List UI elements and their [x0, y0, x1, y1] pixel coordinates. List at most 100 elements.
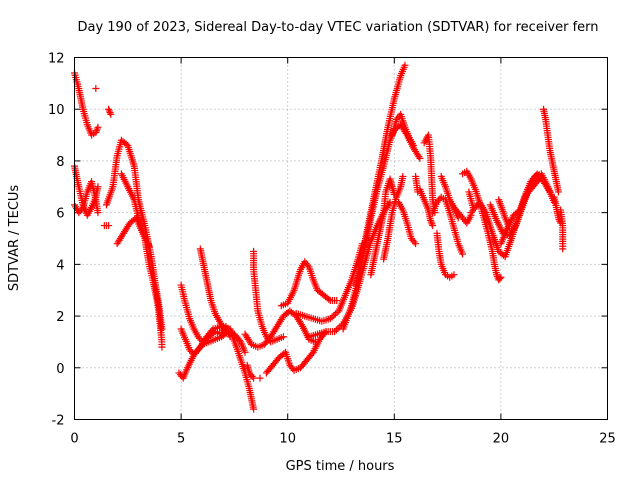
- x-tick-label: 0: [70, 432, 78, 447]
- series-track-30: [412, 172, 422, 196]
- data-point: [220, 325, 228, 333]
- data-point: [78, 205, 86, 213]
- y-tick-label: 10: [48, 103, 65, 118]
- data-point: [250, 405, 258, 413]
- data-point: [409, 141, 417, 149]
- data-point: [107, 110, 115, 118]
- data-point: [559, 245, 567, 253]
- grid: [74, 57, 608, 420]
- series-track-17: [256, 374, 264, 382]
- series-track-28: [416, 185, 437, 230]
- data-point: [105, 105, 113, 113]
- y-tick-label: 4: [56, 258, 64, 273]
- data-point: [93, 127, 101, 135]
- data-point: [93, 125, 101, 133]
- data-point: [415, 153, 423, 161]
- series-track-9: [92, 85, 100, 93]
- data-point: [248, 372, 256, 380]
- data-point: [325, 295, 333, 303]
- series-track-40: [540, 105, 562, 196]
- data-point: [94, 183, 102, 191]
- x-tick-label: 15: [386, 432, 403, 447]
- data-point: [459, 250, 467, 258]
- data-point: [158, 343, 166, 351]
- data-point: [145, 242, 153, 250]
- data-point: [106, 109, 114, 117]
- series-track-20: [292, 240, 366, 325]
- data-point: [241, 348, 249, 356]
- series-track-41: [550, 193, 565, 227]
- data-point: [416, 154, 424, 162]
- data-point: [331, 310, 339, 318]
- plot-frame: [74, 57, 608, 420]
- series-track-24: [367, 175, 398, 279]
- x-axis-label: GPS time / hours: [286, 459, 395, 474]
- x-tick-label: 5: [177, 432, 185, 447]
- data-point: [497, 273, 505, 281]
- data-point: [328, 313, 336, 321]
- data-point: [92, 128, 100, 136]
- data-point: [144, 239, 152, 247]
- data-point: [401, 61, 409, 69]
- data-point: [250, 374, 258, 382]
- data-point: [92, 85, 100, 93]
- x-tick-label: 20: [493, 432, 510, 447]
- data-point: [505, 224, 513, 232]
- data-point: [298, 321, 306, 329]
- data-point: [412, 240, 420, 248]
- series-track-32: [433, 229, 458, 281]
- data-point: [554, 188, 562, 196]
- y-tick-label: 6: [56, 207, 64, 222]
- data-points: [71, 61, 567, 413]
- data-point: [469, 203, 477, 211]
- series-track-14: [250, 247, 287, 346]
- x-tick-label: 10: [279, 432, 296, 447]
- data-point: [256, 374, 264, 382]
- data-point: [429, 222, 437, 230]
- data-point: [511, 223, 519, 231]
- series-track-27: [395, 198, 420, 248]
- data-point: [493, 271, 501, 279]
- data-point: [330, 312, 338, 320]
- data-point: [333, 297, 341, 305]
- data-point: [144, 241, 152, 249]
- series-track-39: [495, 196, 513, 232]
- data-point: [143, 237, 151, 245]
- data-point: [158, 325, 166, 333]
- data-point: [331, 328, 339, 336]
- data-point: [428, 220, 436, 228]
- y-tick-label: 8: [56, 155, 64, 170]
- data-point: [410, 238, 418, 246]
- data-point: [279, 333, 287, 341]
- data-point: [450, 271, 458, 279]
- y-axis-label: SDTVAR / TECUs: [7, 185, 22, 292]
- data-point: [414, 188, 422, 196]
- y-tick-label: 12: [48, 52, 65, 67]
- data-point: [304, 261, 312, 269]
- data-point: [534, 177, 542, 185]
- series-track-3: [71, 178, 102, 217]
- series-track-29: [420, 131, 439, 217]
- series-track-16: [243, 361, 258, 382]
- data-point: [94, 209, 102, 217]
- series-track-18: [262, 328, 330, 377]
- series-track-23: [352, 61, 409, 289]
- data-point: [332, 326, 340, 334]
- data-point: [386, 198, 394, 206]
- data-point: [105, 107, 113, 115]
- series-track-15: [241, 307, 319, 351]
- series-track-1: [71, 69, 102, 139]
- series-track-4: [105, 105, 115, 118]
- data-point: [105, 222, 113, 230]
- axis-ticks: 0 5 10 15 20 25 -2 0 2 4 6 8 10 12: [48, 52, 616, 447]
- series-track-35: [459, 167, 505, 284]
- y-tick-label: -2: [52, 414, 65, 429]
- data-point: [496, 275, 504, 283]
- data-point: [481, 207, 489, 215]
- data-point: [326, 315, 334, 323]
- data-point: [535, 175, 543, 183]
- series-track-19: [277, 258, 341, 310]
- data-point: [427, 216, 435, 224]
- series-track-13: [196, 245, 228, 333]
